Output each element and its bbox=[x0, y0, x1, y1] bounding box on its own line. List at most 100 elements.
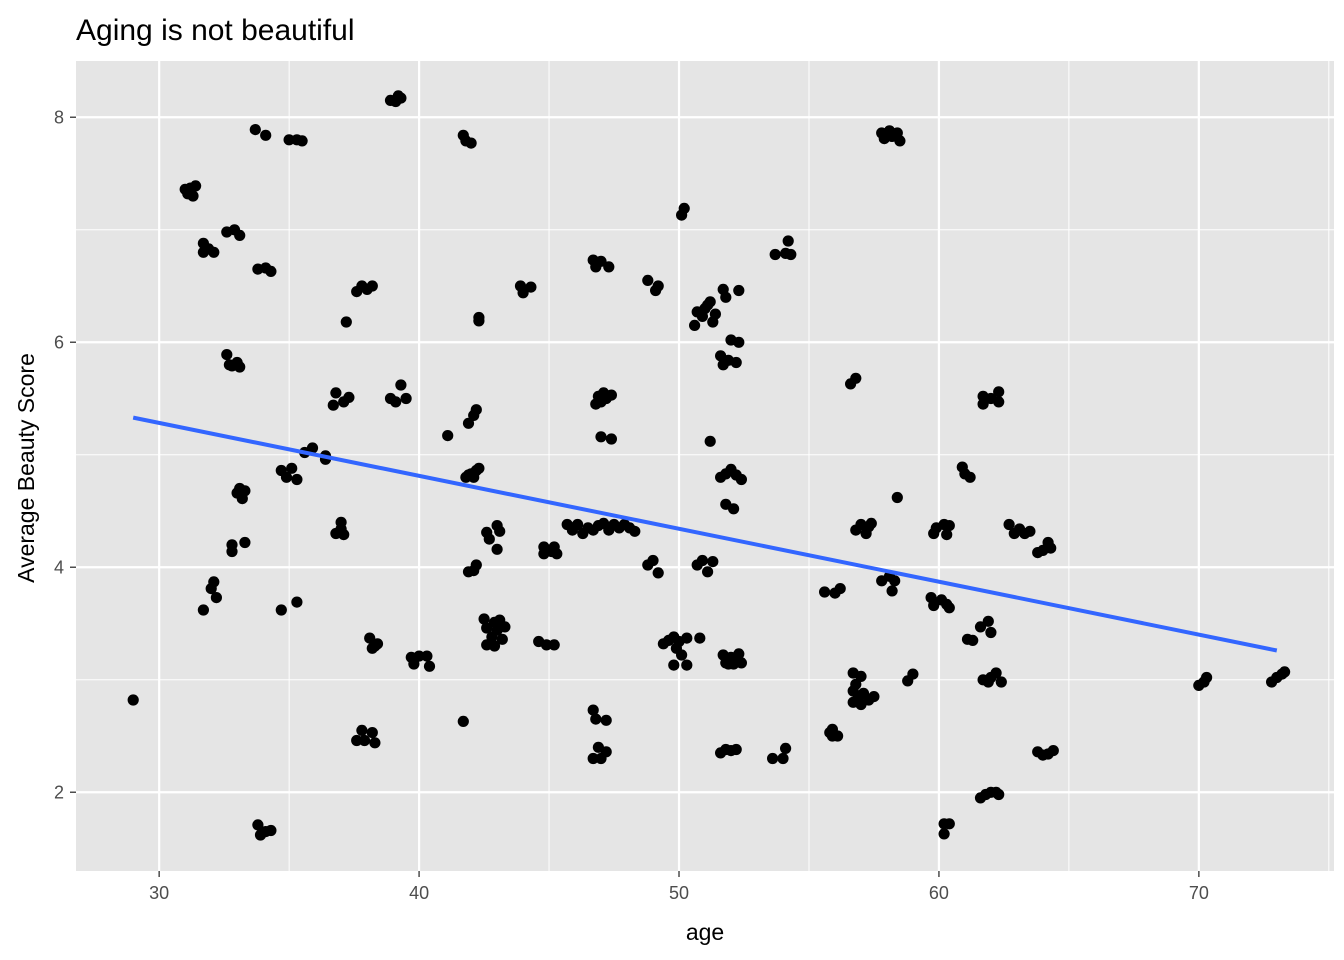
data-point bbox=[681, 659, 693, 671]
y-axis: 2 4 6 8 bbox=[54, 107, 76, 802]
data-point bbox=[730, 356, 742, 369]
y-tick-label: 4 bbox=[54, 557, 64, 577]
data-point bbox=[462, 417, 475, 429]
data-point bbox=[343, 391, 355, 403]
data-point bbox=[855, 670, 867, 683]
data-point bbox=[234, 229, 246, 241]
data-point bbox=[491, 543, 503, 555]
data-point bbox=[889, 575, 901, 587]
data-point bbox=[728, 503, 740, 515]
data-point bbox=[855, 698, 867, 711]
data-point bbox=[735, 473, 748, 486]
major-gridlines bbox=[76, 61, 1334, 871]
data-point bbox=[676, 649, 688, 661]
data-point bbox=[928, 599, 940, 612]
data-point bbox=[603, 261, 615, 273]
data-point bbox=[260, 129, 272, 141]
data-point bbox=[1201, 671, 1213, 684]
data-point bbox=[356, 724, 368, 737]
data-point bbox=[865, 517, 877, 530]
data-point bbox=[590, 713, 602, 725]
data-point bbox=[650, 284, 662, 297]
data-point bbox=[265, 824, 277, 837]
data-point bbox=[605, 433, 618, 445]
data-point bbox=[943, 818, 955, 830]
x-tick-label: 40 bbox=[409, 883, 429, 903]
x-tick-label: 30 bbox=[149, 883, 169, 903]
data-point bbox=[395, 92, 407, 104]
data-point bbox=[226, 545, 238, 558]
minor-gridlines bbox=[76, 61, 1334, 871]
data-point bbox=[652, 567, 664, 579]
data-point bbox=[707, 556, 719, 568]
data-point bbox=[221, 349, 233, 361]
data-point bbox=[993, 386, 1005, 398]
data-point bbox=[668, 659, 680, 671]
data-point bbox=[283, 134, 295, 146]
data-point bbox=[286, 462, 298, 474]
data-point bbox=[595, 431, 607, 443]
data-point bbox=[366, 280, 378, 292]
data-point bbox=[967, 634, 979, 647]
data-point bbox=[605, 389, 618, 401]
data-point bbox=[982, 615, 994, 627]
data-point bbox=[681, 632, 693, 644]
data-point bbox=[938, 828, 950, 840]
data-point bbox=[481, 622, 493, 634]
data-point bbox=[540, 639, 553, 651]
data-point bbox=[473, 315, 485, 327]
data-point bbox=[249, 124, 261, 136]
data-point bbox=[868, 691, 880, 703]
data-point bbox=[780, 742, 792, 755]
data-point bbox=[327, 399, 339, 411]
data-point bbox=[977, 398, 989, 410]
data-point bbox=[990, 667, 1002, 679]
data-point bbox=[702, 566, 714, 578]
data-point bbox=[525, 281, 537, 293]
data-point bbox=[733, 336, 745, 348]
data-point bbox=[572, 518, 584, 531]
data-point bbox=[369, 737, 381, 749]
data-point bbox=[421, 650, 433, 662]
data-points bbox=[127, 90, 1291, 841]
data-point bbox=[886, 585, 898, 597]
data-point bbox=[340, 316, 352, 328]
data-point bbox=[470, 404, 482, 416]
chart-title: Aging is not beautiful bbox=[76, 14, 355, 47]
plot-panel bbox=[76, 61, 1334, 871]
data-point bbox=[517, 287, 529, 299]
data-point bbox=[239, 485, 251, 497]
data-point bbox=[907, 668, 919, 680]
data-point bbox=[335, 516, 347, 528]
data-point bbox=[642, 274, 654, 286]
data-point bbox=[127, 694, 139, 706]
data-point bbox=[457, 715, 469, 728]
data-point bbox=[785, 248, 797, 261]
data-point bbox=[704, 435, 716, 447]
data-point bbox=[777, 752, 789, 765]
data-point bbox=[993, 788, 1005, 801]
data-point bbox=[730, 743, 742, 756]
data-point bbox=[197, 604, 209, 616]
data-point bbox=[720, 291, 732, 303]
data-point bbox=[891, 491, 903, 504]
data-point bbox=[400, 392, 412, 405]
y-tick-label: 2 bbox=[54, 782, 64, 802]
data-point bbox=[351, 734, 363, 747]
data-point bbox=[709, 308, 722, 320]
data-point bbox=[733, 284, 745, 297]
x-axis: 30 40 50 60 70 bbox=[149, 871, 1209, 903]
x-tick-label: 50 bbox=[669, 883, 689, 903]
data-point bbox=[964, 471, 976, 483]
data-point bbox=[1047, 745, 1059, 757]
data-point bbox=[330, 387, 342, 399]
data-point bbox=[408, 658, 420, 670]
data-point bbox=[371, 638, 384, 650]
data-point bbox=[995, 676, 1007, 688]
data-point bbox=[694, 632, 706, 644]
data-point bbox=[600, 746, 612, 758]
data-point bbox=[280, 471, 293, 483]
data-point bbox=[769, 248, 781, 261]
data-point bbox=[678, 202, 690, 214]
data-point bbox=[826, 723, 839, 735]
